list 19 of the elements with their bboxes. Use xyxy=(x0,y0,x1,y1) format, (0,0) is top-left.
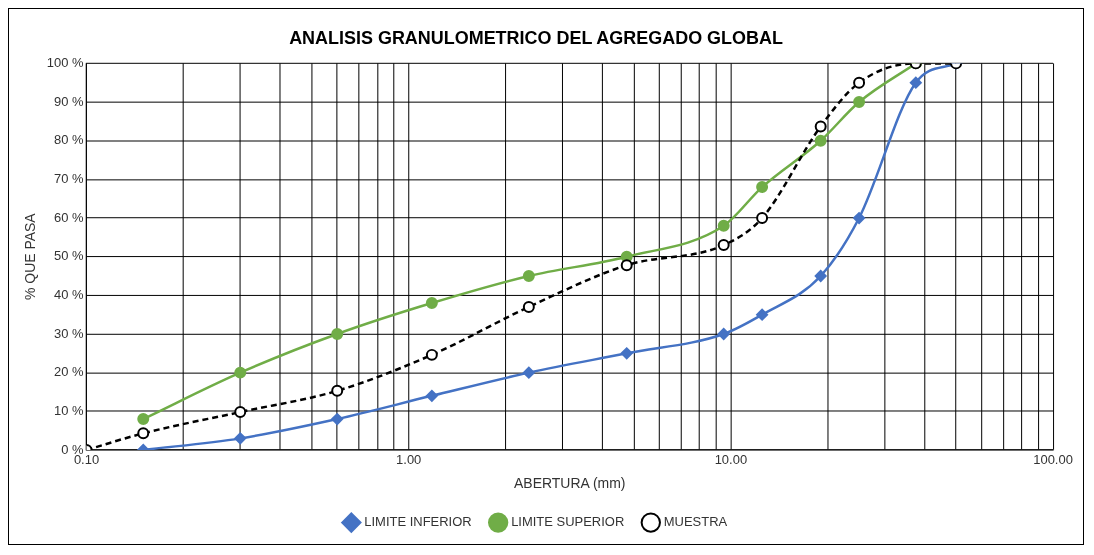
y-axis-title: % QUE PASA xyxy=(22,212,39,300)
y-tick-label: 60 % xyxy=(53,209,84,225)
y-tick-label: 50 % xyxy=(53,248,84,264)
legend-label: MUESTRA xyxy=(663,514,728,530)
y-tick-label: 80 % xyxy=(53,132,84,148)
y-tick-label: 90 % xyxy=(53,93,84,109)
legend-label: LIMITE SUPERIOR xyxy=(511,514,625,530)
y-tick-label: 70 % xyxy=(53,170,84,186)
x-tick-label: 10.00 xyxy=(714,452,748,468)
x-axis-title: ABERTURA (mm) xyxy=(514,474,626,491)
y-tick-label: 20 % xyxy=(53,364,84,380)
legend-label: LIMITE INFERIOR xyxy=(364,514,472,530)
x-tick-label: 100.00 xyxy=(1033,452,1073,468)
y-tick-label: 30 % xyxy=(53,325,84,341)
y-tick-label: 100 % xyxy=(46,54,84,70)
y-tick-label: 10 % xyxy=(53,402,84,418)
chart-title: ANALISIS GRANULOMETRICO DEL AGREGADO GLOBAL xyxy=(289,27,783,48)
x-tick-label: 1.00 xyxy=(396,452,422,468)
y-tick-label: 40 % xyxy=(53,286,84,302)
